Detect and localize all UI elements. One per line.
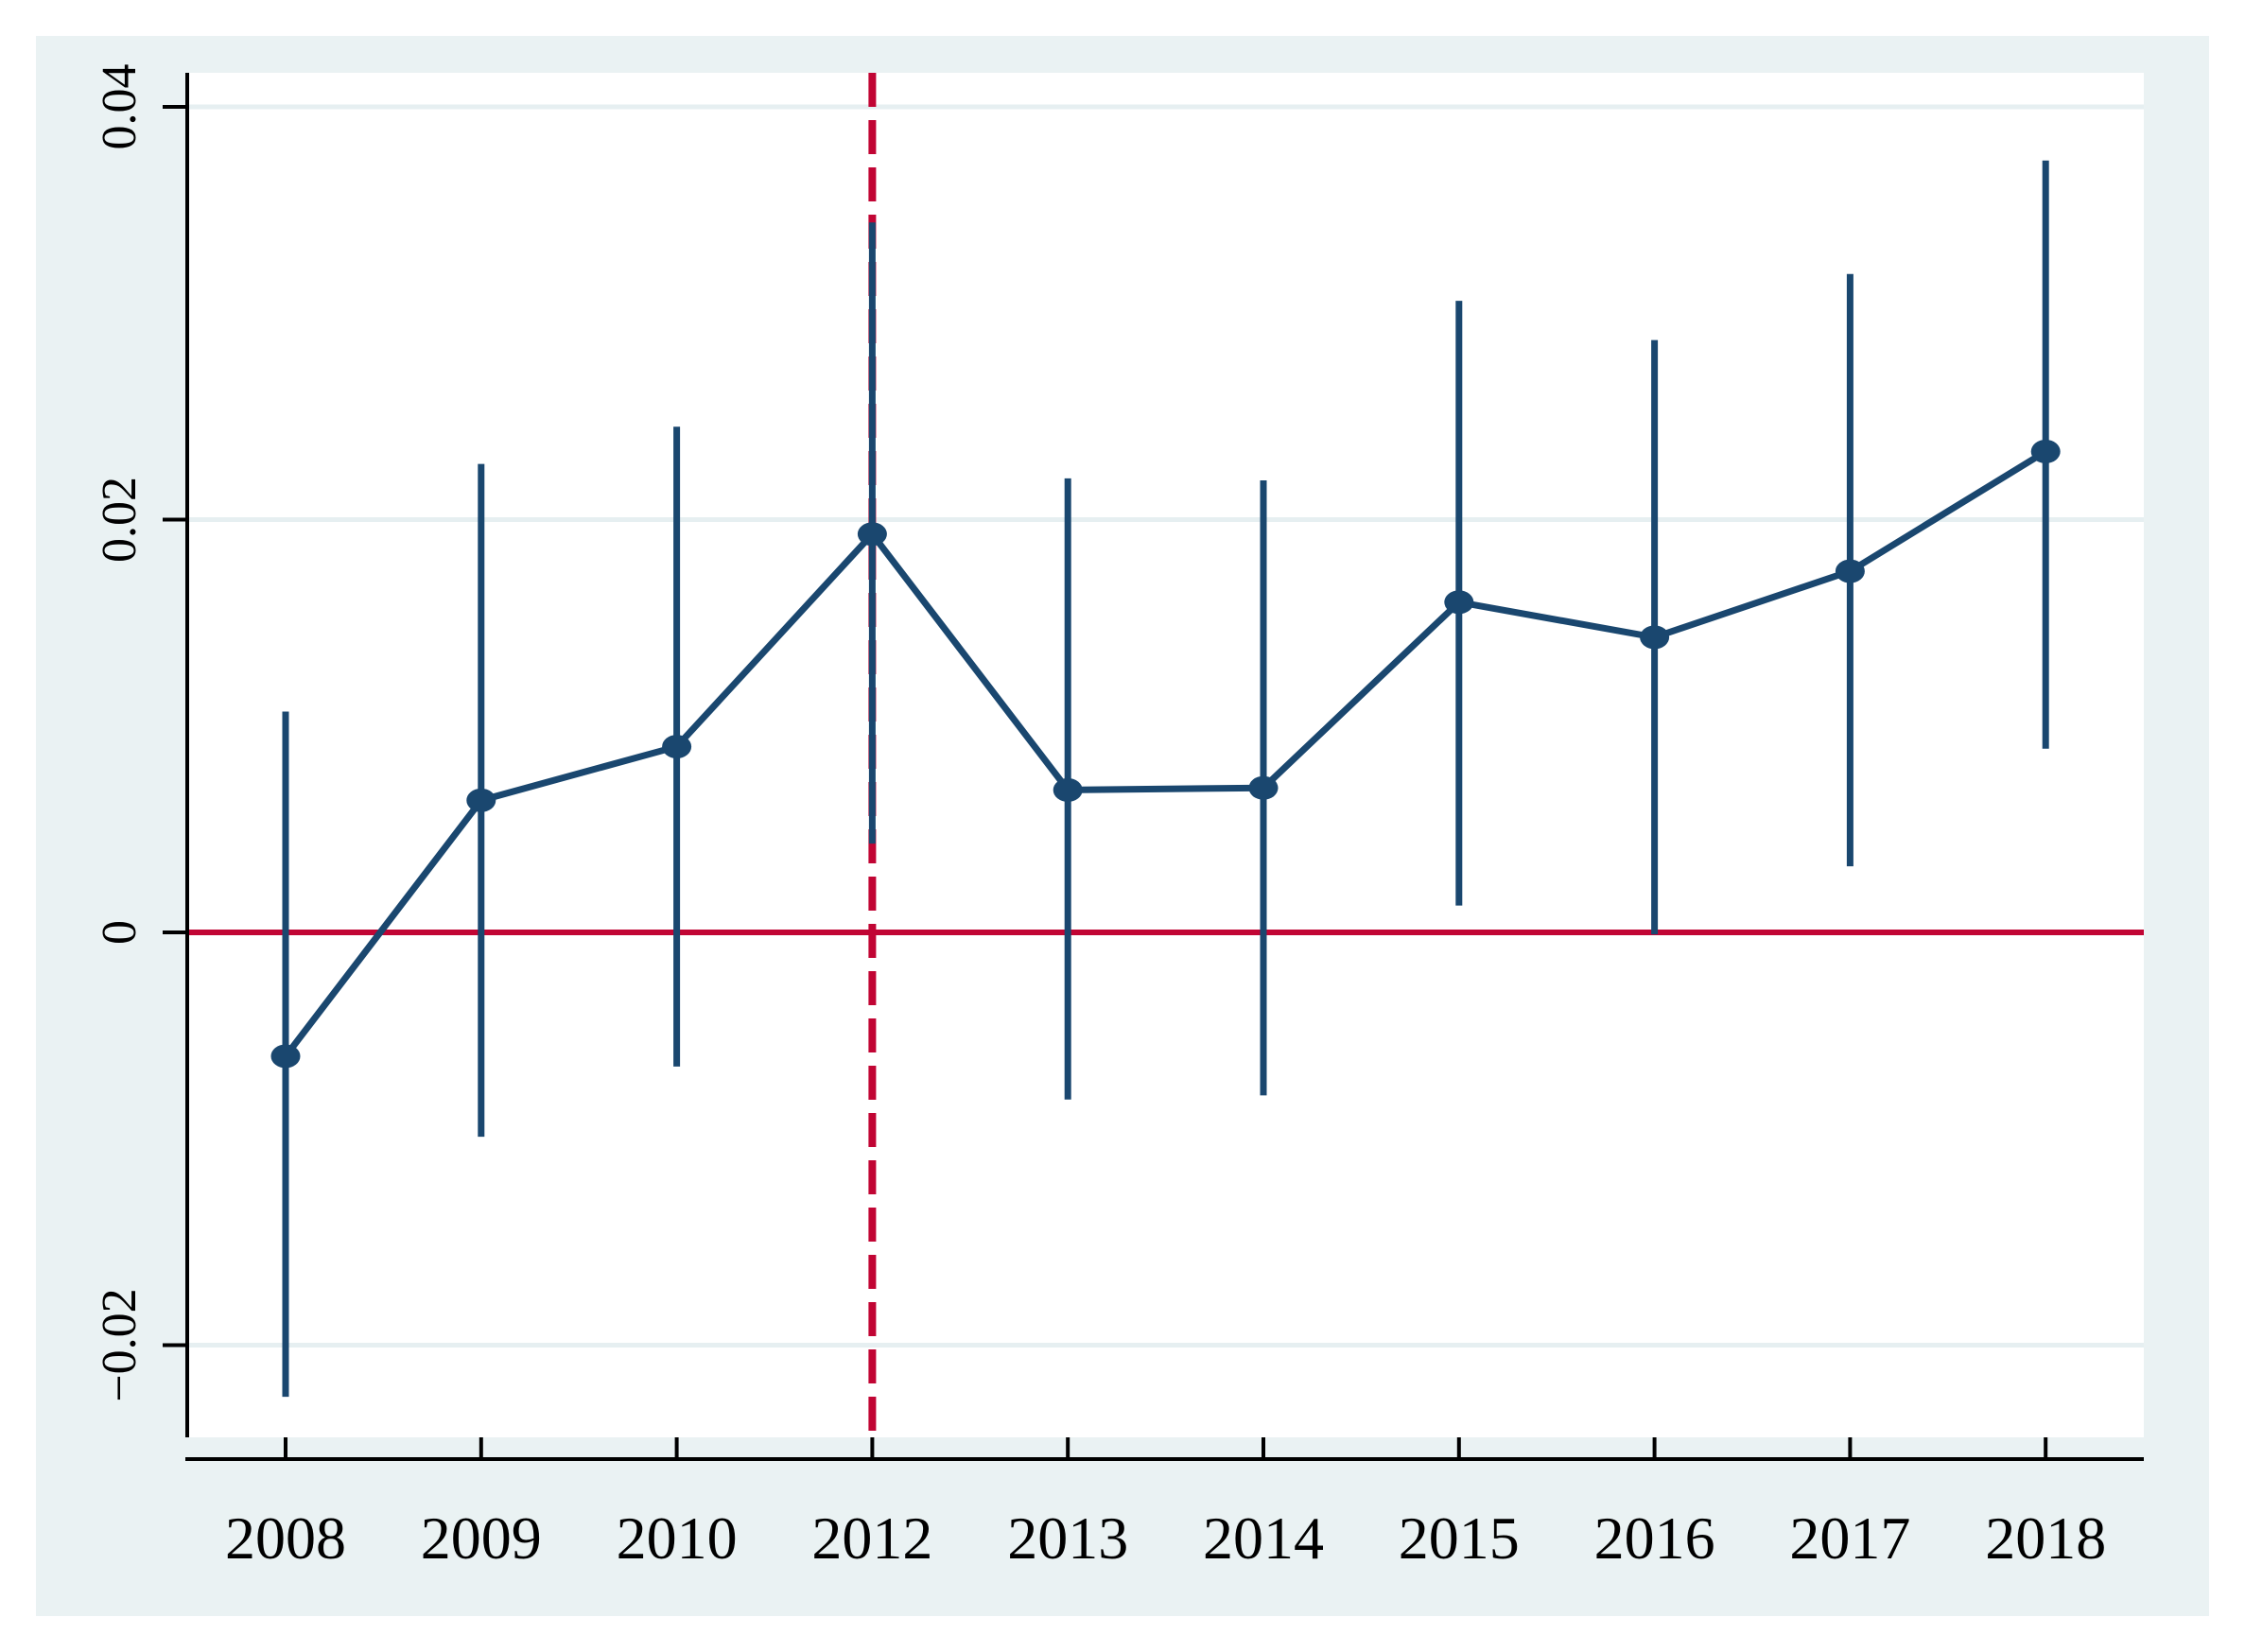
estimate-marker [1248,775,1279,800]
estimate-marker [1640,625,1670,650]
x-tick-label: 2016 [1594,1504,1715,1572]
x-tick-label: 2015 [1399,1504,1520,1572]
plot-region [189,73,2144,1437]
x-tick-label: 2017 [1789,1504,1910,1572]
estimate-line [283,448,2048,1059]
estimate-marker [1053,777,1083,802]
estimate-marker [857,522,887,547]
x-tick-label: 2013 [1007,1504,1128,1572]
y-tick-label: 0 [93,920,147,945]
x-axis: 2008 2009 2010 2012 2013 2014 2015 2016 2017 2018 [185,1437,2144,1572]
estimate-marker [466,788,496,812]
x-tick-label: 2008 [225,1504,346,1572]
estimate-marker [662,735,692,759]
estimate-markers [270,439,2061,1069]
x-tick-label: 2010 [617,1504,738,1572]
estimate-marker [2030,439,2061,463]
x-tick-label: 2018 [1985,1504,2106,1572]
estimate-marker [1444,590,1474,615]
y-tick-label: 0.04 [93,64,147,150]
y-tick-label: −0.02 [93,1288,147,1401]
estimate-marker [1835,559,1865,583]
x-tick-label: 2014 [1203,1504,1324,1572]
x-tick-label: 2012 [811,1504,932,1572]
y-tick-label: 0.02 [93,477,147,563]
x-tick-label: 2009 [421,1504,542,1572]
y-axis: −0.02 0 0.02 0.04 [93,64,189,1437]
estimate-marker [270,1044,301,1069]
gridlines [189,104,2144,1348]
